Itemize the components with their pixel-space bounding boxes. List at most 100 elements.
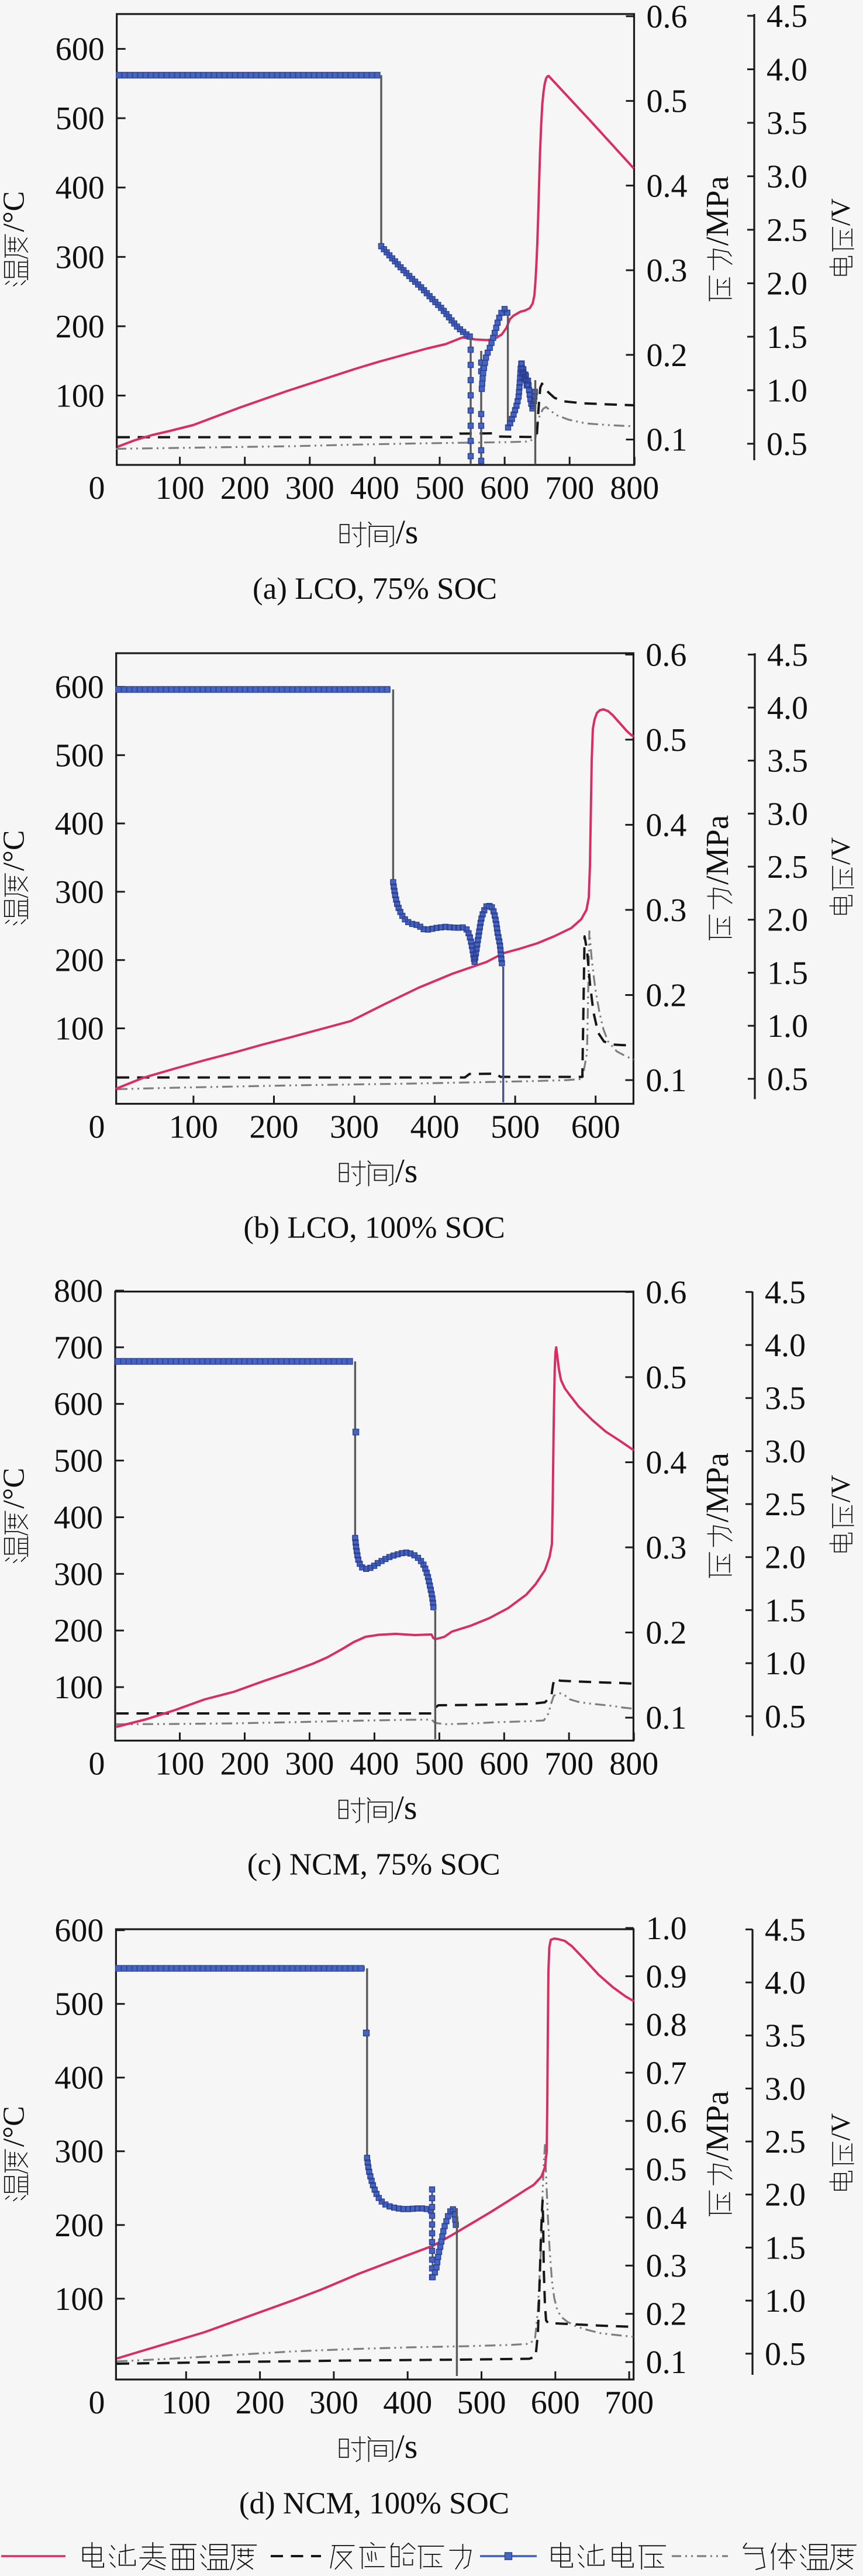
svg-text:0.5: 0.5	[646, 2151, 687, 2188]
svg-text:0.6: 0.6	[645, 1274, 686, 1311]
svg-text:3.5: 3.5	[765, 2018, 806, 2054]
svg-text:/MPa: /MPa	[699, 815, 735, 885]
svg-text:3.5: 3.5	[765, 1381, 806, 1417]
svg-text:200: 200	[220, 1746, 270, 1782]
svg-text:400: 400	[383, 2385, 432, 2421]
svg-text:0.1: 0.1	[645, 1700, 686, 1736]
svg-text:2.5: 2.5	[767, 212, 807, 249]
svg-text:1.0: 1.0	[765, 2283, 806, 2319]
svg-text:1.0: 1.0	[765, 1646, 806, 1682]
svg-text:3.0: 3.0	[765, 2071, 806, 2107]
svg-text:0: 0	[89, 470, 105, 506]
svg-text:600: 600	[531, 2385, 580, 2421]
svg-text:0.5: 0.5	[767, 426, 807, 463]
svg-text:0.1: 0.1	[645, 1063, 686, 1099]
svg-text:100: 100	[55, 1011, 104, 1047]
svg-text:200: 200	[236, 2385, 285, 2421]
svg-text:200: 200	[54, 1613, 103, 1649]
svg-text:0.5: 0.5	[645, 722, 686, 758]
svg-text:500: 500	[55, 737, 104, 774]
svg-text:4.0: 4.0	[767, 690, 808, 726]
svg-text:4.5: 4.5	[767, 0, 807, 35]
svg-text:1.5: 1.5	[767, 955, 808, 991]
svg-text:0.5: 0.5	[765, 2336, 806, 2372]
svg-text:600: 600	[479, 1746, 529, 1782]
svg-text:0.5: 0.5	[767, 1061, 808, 1098]
svg-text:4.0: 4.0	[767, 52, 807, 88]
svg-text:0.2: 0.2	[645, 1615, 686, 1651]
svg-text:(d) NCM, 100% SOC: (d) NCM, 100% SOC	[239, 2487, 509, 2520]
svg-text:/MPa: /MPa	[699, 1453, 735, 1522]
svg-text:2.0: 2.0	[767, 265, 807, 302]
svg-text:800: 800	[609, 1746, 658, 1782]
svg-text:1.0: 1.0	[767, 373, 807, 409]
svg-text:1.5: 1.5	[767, 319, 807, 356]
svg-text:500: 500	[54, 1987, 103, 2023]
svg-text:0.9: 0.9	[646, 1958, 687, 1995]
svg-text:300: 300	[54, 1556, 103, 1592]
svg-text:500: 500	[54, 1443, 103, 1480]
svg-text:2.5: 2.5	[767, 849, 808, 885]
svg-text:/MPa: /MPa	[699, 176, 735, 246]
svg-text:0: 0	[89, 1746, 105, 1782]
svg-text:300: 300	[285, 1746, 334, 1782]
svg-text:/s: /s	[395, 1151, 418, 1189]
svg-text:2.0: 2.0	[767, 902, 808, 939]
svg-text:600: 600	[56, 32, 105, 68]
svg-text:600: 600	[480, 470, 529, 506]
svg-text:400: 400	[410, 1109, 460, 1146]
svg-text:300: 300	[309, 2385, 358, 2421]
svg-text:1.5: 1.5	[765, 1592, 806, 1629]
svg-text:800: 800	[54, 1273, 103, 1309]
svg-text:0.5: 0.5	[765, 1699, 806, 1735]
svg-text:600: 600	[55, 670, 104, 706]
svg-text:100: 100	[169, 1109, 218, 1146]
svg-text:0: 0	[89, 2385, 105, 2421]
svg-text:800: 800	[610, 470, 659, 506]
svg-text:1.0: 1.0	[767, 1008, 808, 1044]
svg-text:1.0: 1.0	[646, 1911, 687, 1947]
svg-text:300: 300	[54, 2134, 103, 2170]
svg-text:300: 300	[56, 239, 105, 275]
svg-text:/°C: /°C	[0, 191, 30, 232]
svg-text:400: 400	[350, 470, 399, 506]
svg-text:700: 700	[54, 1330, 103, 1366]
svg-text:0.1: 0.1	[647, 422, 688, 458]
svg-text:/V: /V	[826, 2113, 856, 2140]
svg-text:600: 600	[54, 1387, 103, 1423]
svg-text:(b) LCO, 100% SOC: (b) LCO, 100% SOC	[243, 1211, 505, 1245]
svg-text:(c) NCM, 75% SOC: (c) NCM, 75% SOC	[247, 1848, 500, 1882]
svg-text:0.5: 0.5	[645, 1360, 686, 1396]
svg-text:/V: /V	[826, 198, 856, 226]
svg-text:600: 600	[571, 1109, 620, 1146]
svg-text:2.0: 2.0	[765, 1540, 806, 1576]
svg-text:3.0: 3.0	[765, 1433, 806, 1470]
svg-text:0.6: 0.6	[647, 0, 688, 35]
svg-text:500: 500	[415, 1746, 464, 1782]
svg-text:0.3: 0.3	[645, 1530, 686, 1566]
svg-text:400: 400	[55, 806, 104, 842]
svg-text:200: 200	[54, 2208, 103, 2244]
svg-text:700: 700	[605, 2385, 654, 2421]
svg-text:2.5: 2.5	[765, 2124, 806, 2160]
svg-text:3.5: 3.5	[767, 743, 808, 780]
svg-text:100: 100	[54, 2281, 103, 2318]
svg-text:100: 100	[54, 1670, 103, 1706]
svg-text:200: 200	[220, 470, 270, 506]
svg-text:0.6: 0.6	[645, 637, 686, 673]
svg-text:300: 300	[285, 470, 334, 506]
svg-text:500: 500	[56, 101, 105, 137]
svg-text:500: 500	[491, 1109, 540, 1146]
svg-text:/V: /V	[826, 837, 856, 865]
svg-text:400: 400	[54, 1500, 103, 1536]
svg-text:3.5: 3.5	[767, 105, 807, 142]
svg-text:0.2: 0.2	[646, 2296, 687, 2333]
svg-text:200: 200	[56, 309, 105, 345]
svg-text:0.4: 0.4	[645, 1445, 686, 1481]
svg-text:0.3: 0.3	[645, 892, 686, 929]
svg-text:100: 100	[56, 378, 105, 414]
svg-text:1.5: 1.5	[765, 2230, 806, 2266]
svg-text:0.5: 0.5	[647, 84, 688, 120]
svg-text:/s: /s	[396, 513, 419, 551]
svg-text:500: 500	[415, 470, 464, 506]
